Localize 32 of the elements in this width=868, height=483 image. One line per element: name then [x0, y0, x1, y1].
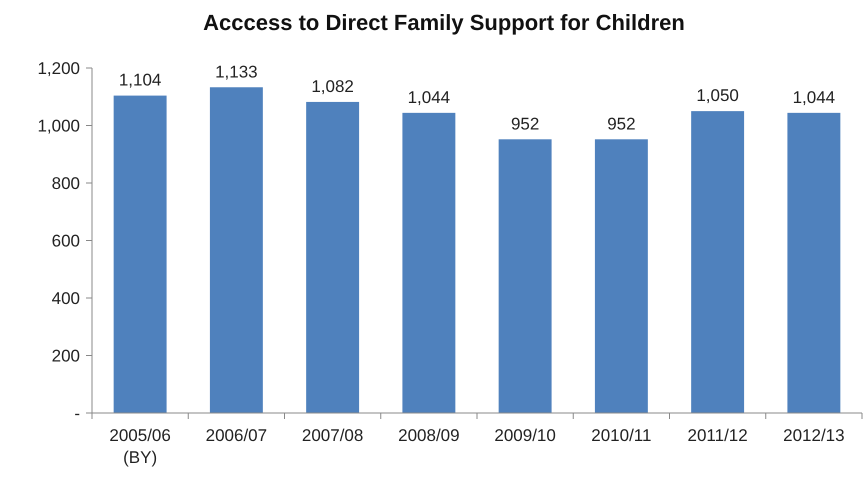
data-label: 1,044 — [408, 88, 450, 107]
y-tick-label: 600 — [52, 231, 80, 250]
x-tick-label: 2006/07 — [206, 426, 268, 445]
data-label: 952 — [607, 114, 636, 134]
x-tick-label: 2009/10 — [494, 426, 556, 445]
data-label: 952 — [510, 114, 540, 134]
x-tick-label: 2011/12 — [688, 426, 748, 445]
data-label: 1,082 — [311, 76, 354, 96]
y-tick-label: 800 — [52, 174, 80, 193]
bar — [114, 96, 167, 413]
x-tick-label: 2007/08 — [302, 426, 364, 445]
bar — [787, 112, 840, 413]
data-label: 1,133 — [215, 62, 258, 82]
x-tick-label: 2005/06 (BY) — [109, 426, 171, 467]
y-tick-label: - — [74, 404, 80, 423]
y-tick-label: 1,000 — [37, 116, 80, 136]
y-tick-label: 1,200 — [37, 58, 80, 78]
data-label: 1,044 — [792, 88, 836, 107]
bar — [498, 139, 552, 413]
x-tick-label: 2008/09 — [398, 426, 460, 445]
chart-title: Acccess to Direct Family Support for Children — [203, 10, 685, 35]
bar — [691, 111, 744, 413]
y-tick-label: 400 — [52, 288, 80, 308]
bar — [306, 102, 360, 413]
x-tick-label: 2010/11 — [591, 426, 652, 445]
bar — [210, 87, 263, 413]
x-tick-label: 2012/13 — [783, 426, 845, 445]
bar — [594, 139, 648, 413]
y-tick-label: 200 — [52, 346, 80, 366]
data-label: 1,104 — [118, 70, 162, 90]
bar — [402, 112, 456, 413]
data-label: 1,050 — [696, 86, 739, 106]
